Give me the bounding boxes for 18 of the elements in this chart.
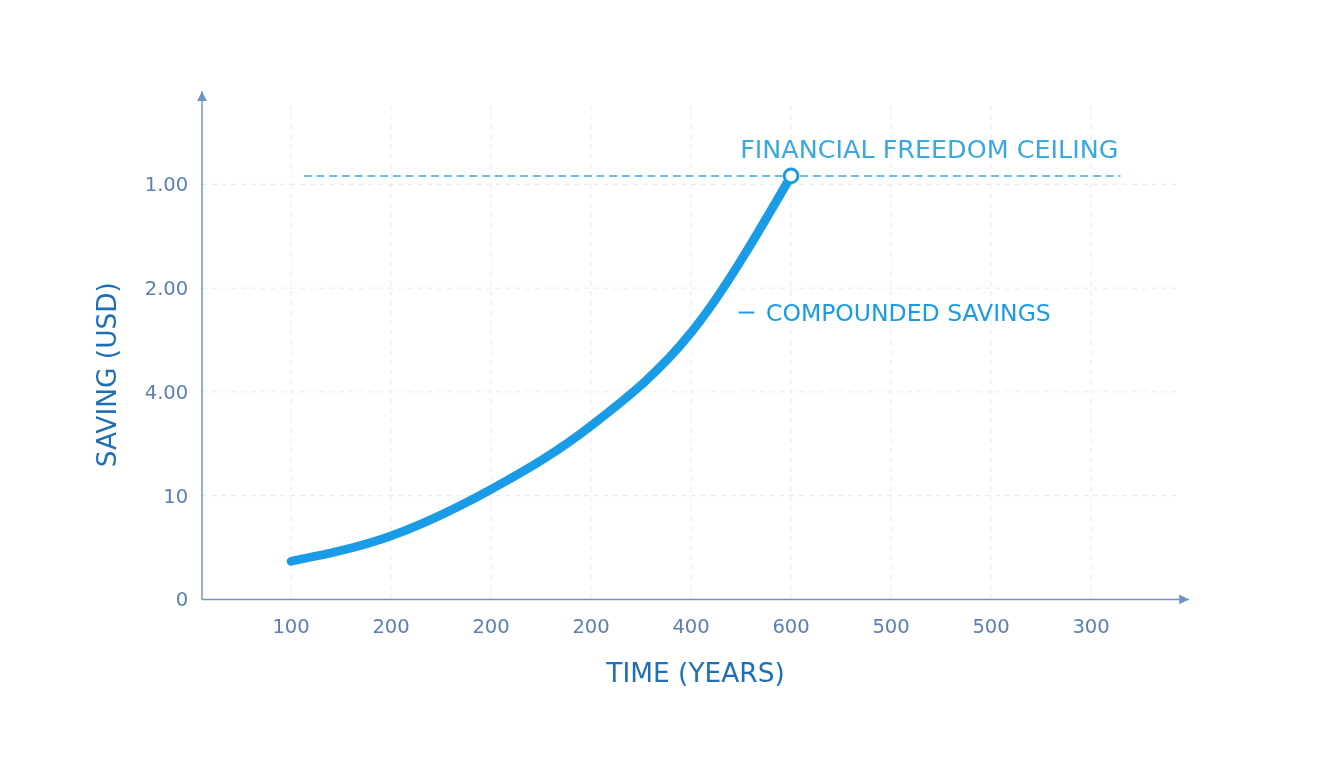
x-tick-label: 500 [872, 614, 910, 638]
x-tick-label: 400 [672, 614, 710, 638]
x-tick-label: 200 [472, 614, 510, 638]
text: 10 [163, 484, 189, 508]
x-tick-label: 200 [572, 614, 610, 638]
text: 2.00 [144, 277, 189, 301]
ref-line-label: FINANCIAL FREEDOM CEILING [740, 134, 1119, 165]
x-tick-label: 300 [1072, 614, 1110, 638]
legend-label: COMPOUNDED SAVINGS [766, 299, 1051, 328]
x-axis-title: TIME (YEARS) [605, 656, 785, 688]
y-axis-title: SAVING (USD) [90, 282, 122, 468]
x-tick-label: 500 [972, 614, 1010, 638]
x-tick-label: 100 [272, 614, 310, 638]
text: 0 [175, 588, 189, 612]
x-tick-label: 600 [772, 614, 810, 638]
text: 4.00 [144, 380, 189, 404]
text: 1.00 [144, 173, 189, 197]
x-tick-label: 200 [372, 614, 410, 638]
